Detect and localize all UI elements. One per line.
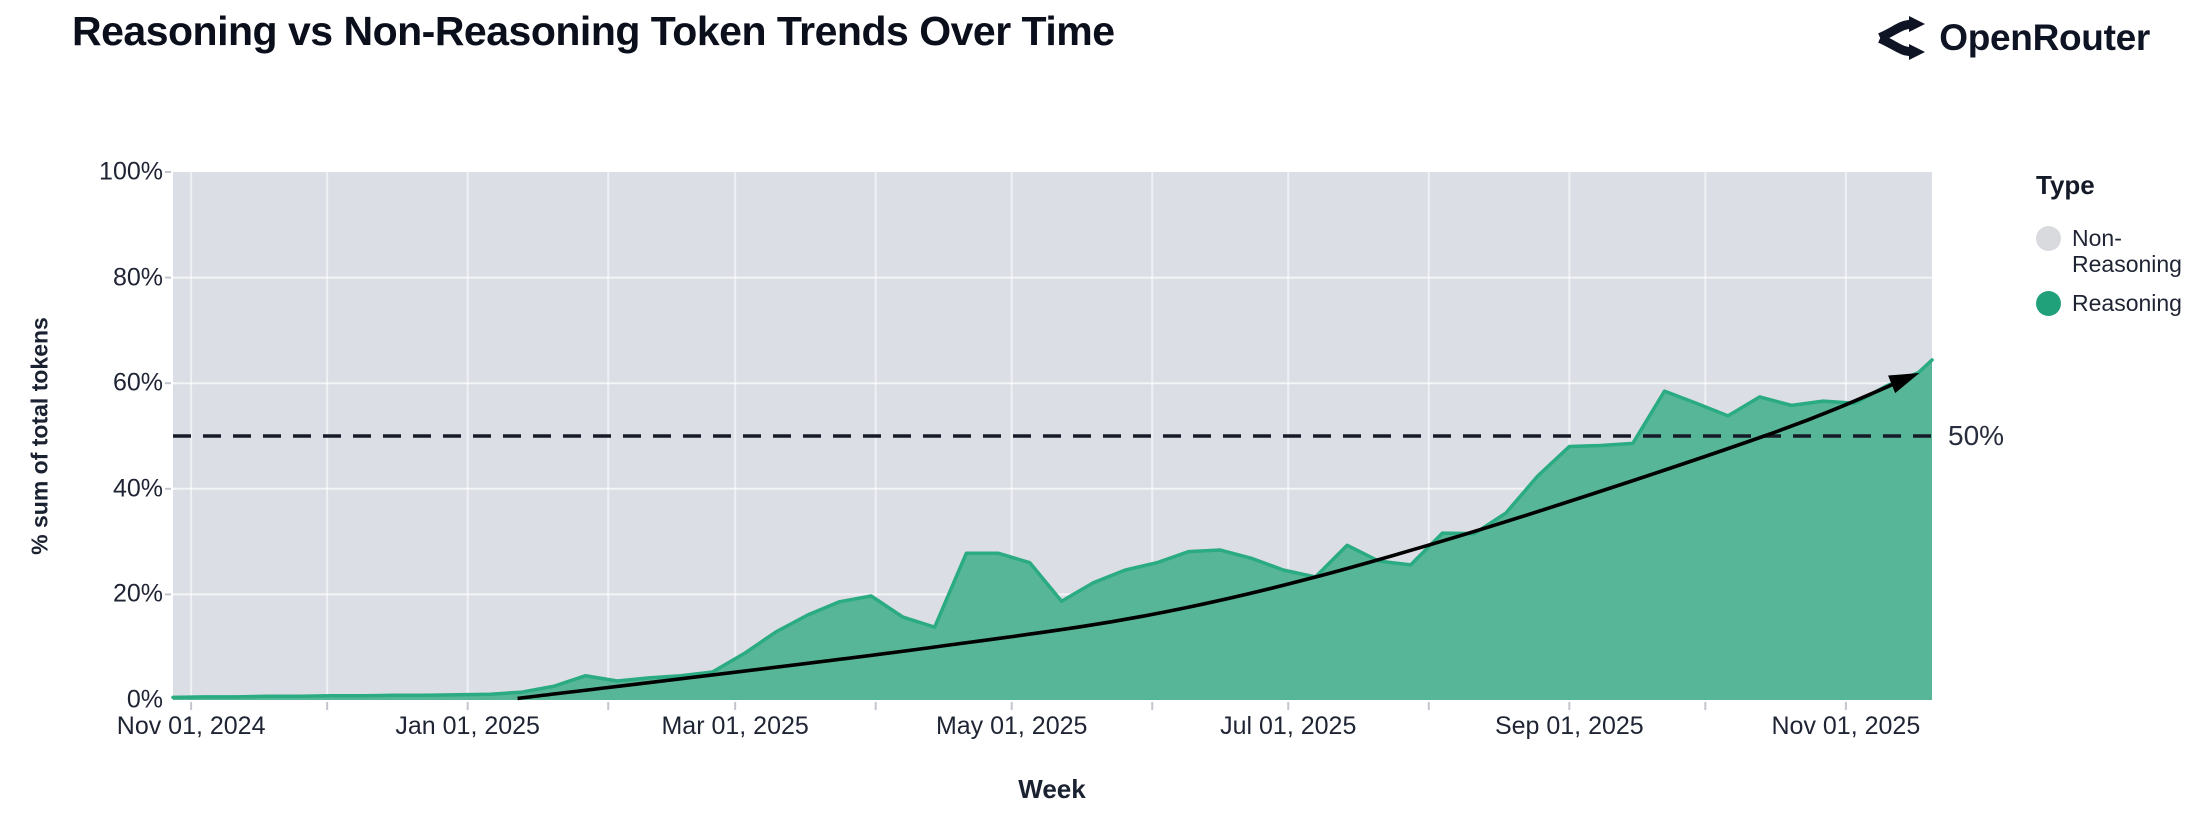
y-tick-label: 80% <box>112 263 163 292</box>
x-tick-label: Sep 01, 2025 <box>1494 712 1644 740</box>
y-tick-label: 40% <box>112 474 163 503</box>
trend-arrow <box>517 373 1920 701</box>
reasoning-area <box>171 358 1934 700</box>
x-axis-title: Week <box>1018 774 1086 804</box>
x-tick-label: May 01, 2025 <box>935 712 1088 740</box>
y-tick-label: 20% <box>112 579 163 608</box>
reasoning-swatch-icon <box>2036 291 2061 317</box>
x-tick-label: Jul 01, 2025 <box>1220 712 1357 740</box>
openrouter-logo-icon <box>1873 14 1926 62</box>
y-tick-label: 100% <box>99 157 163 186</box>
legend-title: Type <box>2036 170 2095 200</box>
legend-label: Reasoning <box>2072 290 2182 317</box>
y-tick-label: 0% <box>126 685 163 714</box>
x-tick-label: Nov 01, 2025 <box>1771 712 1921 740</box>
legend-label: Non-Reasoning <box>2072 225 2182 278</box>
y-tick-label: 60% <box>112 368 163 397</box>
axis-tick-marks <box>165 171 1847 710</box>
reference-line-label: 50% <box>1948 420 2005 451</box>
x-tick-label: Jan 01, 2025 <box>395 712 540 740</box>
non-reasoning-swatch-icon <box>2036 226 2061 251</box>
x-tick-label: Nov 01, 2024 <box>116 712 266 740</box>
page-title: Reasoning vs Non-Reasoning Token Trends … <box>72 8 1115 54</box>
brand: OpenRouter <box>1873 14 2150 62</box>
legend: Type Non-Reasoning Reasoning <box>2036 170 2196 330</box>
y-axis-title: % sum of total tokens <box>26 317 53 555</box>
brand-name: OpenRouter <box>1939 17 2150 58</box>
x-tick-label: Mar 01, 2025 <box>661 712 809 740</box>
legend-item-non-reasoning[interactable]: Non-Reasoning <box>2036 225 2196 277</box>
legend-item-reasoning[interactable]: Reasoning <box>2036 290 2196 317</box>
